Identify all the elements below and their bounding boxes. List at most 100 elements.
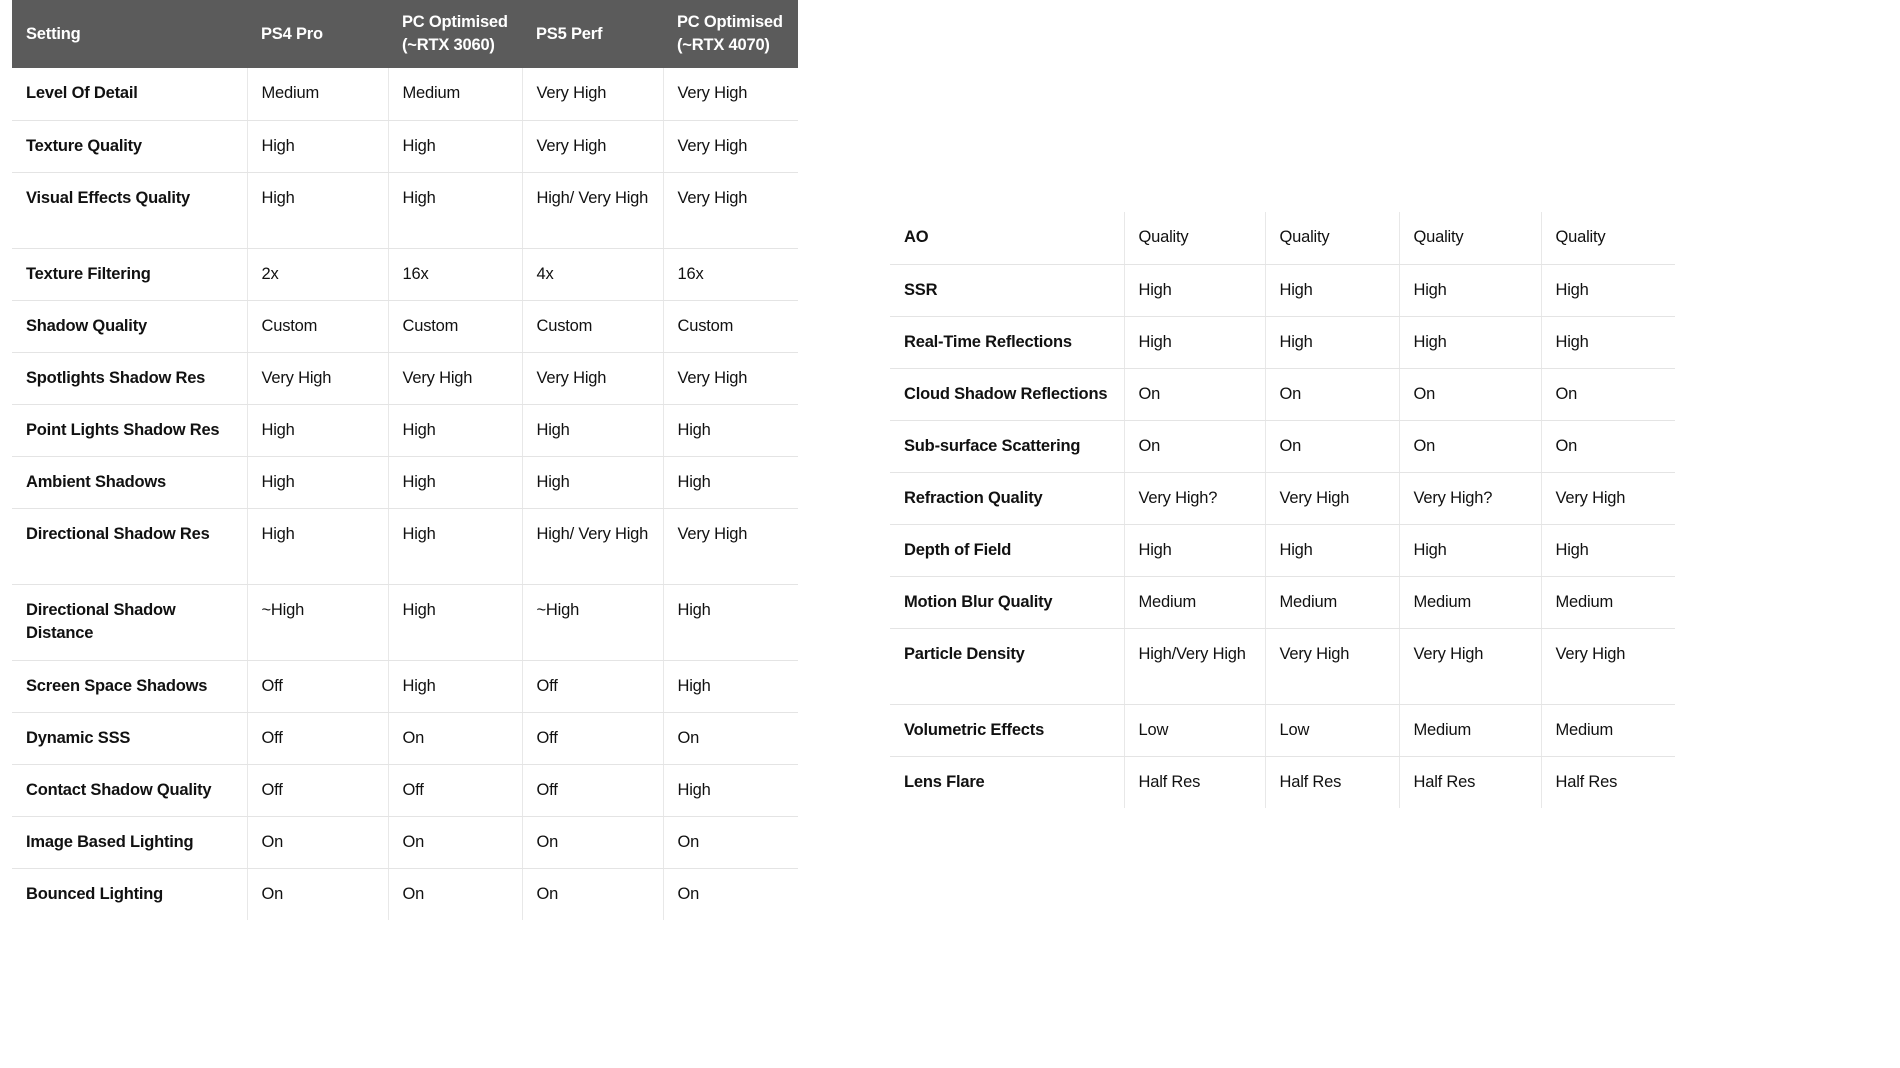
setting-value-cell: ~High	[521, 584, 663, 661]
setting-value-cell: Off	[521, 660, 663, 713]
table-row: Texture Quality High High Very High Very Hig…	[12, 120, 798, 173]
setting-value-cell: Medium	[1398, 704, 1541, 757]
setting-name-cell: Texture Filtering	[12, 248, 247, 301]
table-row: Bounced Lighting On On On On	[12, 868, 798, 920]
setting-name-cell: Motion Blur Quality	[890, 576, 1124, 629]
setting-value-cell: Custom	[662, 300, 798, 353]
table-body: AO Quality Quality Quality Quality SSR High Hig…	[890, 212, 1675, 808]
setting-value-cell: Very High	[662, 68, 798, 121]
table-row: Directional Shadow Res High High High/ Very…	[12, 508, 798, 585]
setting-value-cell: High	[1123, 316, 1265, 369]
setting-value-cell: Very High	[662, 352, 798, 405]
setting-value-cell: Off	[387, 764, 522, 817]
setting-name-cell: Level Of Detail	[12, 68, 247, 121]
setting-value-cell: High	[662, 584, 798, 661]
setting-name-cell: Refraction Quality	[890, 472, 1124, 525]
setting-name-cell: Lens Flare	[904, 772, 985, 791]
header-row: Setting PS4 Pro PC Optimised (~RTX 3060)…	[12, 0, 798, 68]
setting-value-cell: Very High	[1264, 472, 1399, 525]
setting-value-cell: Half Res	[1398, 756, 1541, 808]
header-pc-3060: PC Optimised (~RTX 3060)	[388, 0, 522, 68]
table-row: Real-Time Reflections High High High High	[890, 316, 1675, 369]
setting-value-cell: 2x	[246, 248, 388, 301]
setting-name-cell: Directional Shadow Res	[12, 508, 247, 585]
header-ps4-pro: PS4 Pro	[247, 0, 388, 68]
setting-value-cell: On	[1123, 420, 1265, 473]
setting-name-cell: Ambient Shadows	[12, 456, 247, 509]
setting-value-cell: Very High?	[1398, 472, 1541, 525]
setting-value-cell: On	[1264, 420, 1399, 473]
table-row: Lens Flare Half Res Half Res Half Res Half R…	[890, 756, 1675, 808]
setting-value-cell: High	[662, 456, 798, 509]
setting-value-cell: High	[387, 508, 522, 585]
table-row: Directional Shadow Distance ~High High ~Hig…	[12, 584, 798, 661]
table-row: Motion Blur Quality Medium Medium Medium Med…	[890, 576, 1675, 629]
setting-value-cell: Very High	[662, 120, 798, 173]
setting-value-cell: High/Very High	[1123, 628, 1265, 705]
setting-value-cell: High	[246, 508, 388, 585]
setting-value-cell: On	[246, 868, 388, 920]
setting-value-cell: Off	[521, 712, 663, 765]
setting-value-cell: Very High	[387, 352, 522, 405]
setting-value-cell: Very High	[1398, 628, 1541, 705]
setting-value-cell: High	[662, 764, 798, 817]
setting-value-cell: Half Res	[1540, 756, 1675, 808]
setting-name-cell: Visual Effects Quality	[12, 172, 247, 249]
setting-value-cell: ~High	[246, 584, 388, 661]
table-row: Ambient Shadows High High High High	[12, 456, 798, 509]
setting-value-cell: Half Res	[1123, 756, 1265, 808]
setting-value-cell: Off	[246, 660, 388, 713]
setting-name-cell: Real-Time Reflections	[890, 316, 1124, 369]
setting-value-cell: Very High?	[1123, 472, 1265, 525]
setting-value-cell: Quality	[1540, 212, 1675, 265]
table-row: Visual Effects Quality High High High/ Very…	[12, 172, 798, 249]
setting-value-cell: High	[1264, 264, 1399, 317]
setting-name-cell: Cloud Shadow Reflections	[890, 368, 1124, 421]
setting-value-cell: High	[387, 584, 522, 661]
setting-value-cell: Half Res	[1264, 756, 1399, 808]
table-row: Contact Shadow Quality Off Off Off High	[12, 764, 798, 817]
setting-name-cell: Contact Shadow Quality	[12, 764, 247, 817]
setting-value-cell: On	[1264, 368, 1399, 421]
setting-value-cell: Medium	[1398, 576, 1541, 629]
table-row: Cloud Shadow Reflections On On On On	[890, 368, 1675, 421]
setting-value-cell: On	[1540, 420, 1675, 473]
setting-value-cell: High	[387, 404, 522, 457]
setting-value-cell: On	[1398, 420, 1541, 473]
setting-name-cell: Dynamic SSS	[12, 712, 247, 765]
table-row: Sub-surface Scattering On On On On	[890, 420, 1675, 473]
setting-value-cell: High	[246, 120, 388, 173]
setting-value-cell: On	[662, 816, 798, 869]
setting-value-cell: High	[662, 404, 798, 457]
setting-name-cell: Sub-surface Scattering	[890, 420, 1124, 473]
setting-value-cell: Off	[521, 764, 663, 817]
setting-value-cell: High	[1264, 316, 1399, 369]
setting-name-cell: Screen Space Shadows	[12, 660, 247, 713]
setting-value-cell: On	[1540, 368, 1675, 421]
setting-value-cell: Quality	[1264, 212, 1399, 265]
setting-value-cell: Medium	[246, 68, 388, 121]
setting-value-cell: High	[387, 172, 522, 249]
table-row: Shadow Quality Custom Custom Custom Custom	[12, 300, 798, 353]
setting-value-cell: On	[662, 868, 798, 920]
setting-value-cell: High	[1123, 524, 1265, 577]
setting-value-cell: High	[521, 456, 663, 509]
setting-value-cell: On	[662, 712, 798, 765]
setting-value-cell: Custom	[387, 300, 522, 353]
setting-value-cell: Quality	[1123, 212, 1265, 265]
header-pc-4070: PC Optimised (~RTX 4070)	[663, 0, 798, 68]
setting-value-cell: Very High	[1540, 472, 1675, 525]
table-row: SSR High High High High	[890, 264, 1675, 317]
setting-name-cell: Directional Shadow Distance	[12, 584, 247, 661]
setting-value-cell: On	[387, 816, 522, 869]
setting-name-cell: Volumetric Effects	[890, 704, 1124, 757]
setting-value-cell: Off	[246, 764, 388, 817]
setting-value-cell: Very High	[1540, 628, 1675, 705]
setting-value-cell: Medium	[1264, 576, 1399, 629]
setting-value-cell: On	[387, 712, 522, 765]
setting-value-cell: Off	[246, 712, 388, 765]
setting-name-cell: Image Based Lighting	[12, 816, 247, 869]
header-ps5-perf: PS5 Perf	[522, 0, 663, 68]
setting-value-cell: On	[387, 868, 522, 920]
table-row: Texture Filtering 2x 16x 4x 16x	[12, 248, 798, 301]
